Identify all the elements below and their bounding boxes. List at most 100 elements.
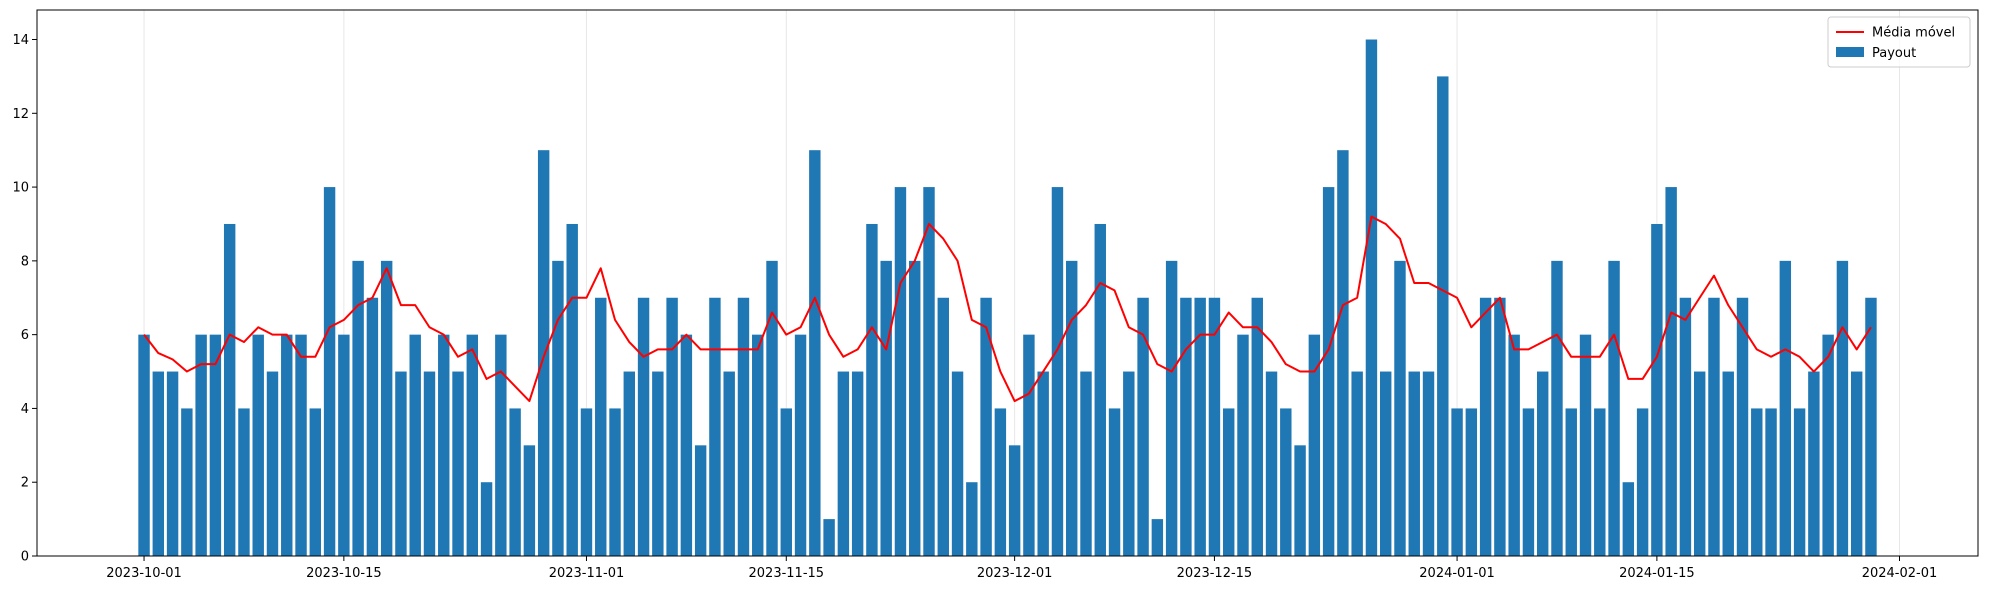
y-tick-label-3: 6 — [21, 328, 29, 343]
bar-65 — [1066, 260, 1078, 556]
bar-9 — [266, 371, 279, 556]
bar-88 — [1394, 260, 1406, 556]
bar-105 — [1636, 408, 1649, 556]
bar-70 — [1137, 297, 1149, 556]
bar-89 — [1408, 371, 1420, 556]
bar-102 — [1594, 408, 1606, 556]
legend-label-media-movel: Média móvel — [1872, 26, 1955, 41]
bar-20 — [423, 371, 436, 556]
bar-19 — [409, 334, 421, 556]
bar-53 — [894, 187, 907, 556]
bar-8 — [252, 334, 264, 556]
bar-114 — [1765, 408, 1777, 556]
bar-12 — [309, 408, 322, 556]
x-tick-label-4: 2023-12-01 — [977, 566, 1053, 581]
bar-95 — [1494, 297, 1506, 556]
bar-43 — [752, 334, 764, 556]
bar-16 — [366, 297, 379, 556]
bar-79 — [1265, 371, 1278, 556]
bar-14 — [338, 334, 350, 556]
y-tick-label-7: 14 — [12, 33, 29, 48]
moving-average-line — [143, 215, 1872, 403]
bar-120 — [1850, 371, 1863, 556]
bar-59 — [980, 297, 992, 556]
bar-75 — [1208, 297, 1221, 556]
bar-74 — [1194, 297, 1206, 556]
bar-37 — [666, 297, 678, 556]
bar-0 — [138, 334, 150, 556]
bar-56 — [937, 297, 949, 556]
bar-42 — [737, 297, 750, 556]
x-tick-label-2: 2023-11-01 — [549, 566, 625, 581]
bar-69 — [1123, 371, 1135, 556]
bar-45 — [780, 408, 792, 556]
bar-3 — [181, 408, 193, 556]
bar-66 — [1080, 371, 1092, 556]
bar-109 — [1693, 371, 1706, 556]
y-tick-label-2: 4 — [21, 402, 29, 417]
bar-68 — [1108, 408, 1121, 556]
bar-63 — [1037, 371, 1049, 556]
line-series-media-movel — [143, 215, 1872, 403]
bar-78 — [1251, 297, 1263, 556]
x-tick-label-1: 2023-10-15 — [306, 566, 382, 581]
legend-label-payout: Payout — [1872, 46, 1916, 61]
x-tick-label-0: 2023-10-01 — [106, 566, 182, 581]
bar-77 — [1237, 334, 1249, 556]
bar-52 — [880, 260, 892, 556]
legend-swatch-payout — [1836, 47, 1864, 57]
bar-22 — [452, 371, 464, 556]
bar-50 — [851, 371, 864, 556]
bar-111 — [1722, 371, 1734, 556]
bar-34 — [623, 371, 635, 556]
bar-35 — [637, 297, 650, 556]
bar-82 — [1308, 334, 1321, 556]
bar-64 — [1051, 187, 1064, 556]
bar-4 — [195, 334, 207, 556]
bar-116 — [1793, 408, 1806, 556]
bar-119 — [1836, 260, 1849, 556]
bar-41 — [723, 371, 735, 556]
bar-92 — [1451, 408, 1463, 556]
y-tick-label-4: 8 — [21, 254, 29, 269]
bar-17 — [380, 260, 393, 556]
bar-32 — [595, 297, 607, 556]
bar-62 — [1023, 334, 1035, 556]
bar-25 — [495, 334, 507, 556]
bar-7 — [238, 408, 250, 556]
bar-96 — [1508, 334, 1520, 556]
bar-48 — [823, 519, 835, 556]
bar-47 — [809, 150, 821, 556]
x-tick-label-3: 2023-11-15 — [749, 566, 825, 581]
bar-107 — [1665, 187, 1677, 556]
bar-36 — [652, 371, 664, 556]
legend: Média móvel Payout — [1827, 16, 1971, 68]
bar-28 — [537, 150, 550, 556]
bar-40 — [709, 297, 721, 556]
bar-21 — [438, 334, 450, 556]
bar-series-payout — [138, 39, 1877, 557]
bar-29 — [552, 260, 564, 556]
bar-76 — [1223, 408, 1235, 556]
bar-18 — [395, 371, 407, 556]
bar-108 — [1679, 297, 1692, 556]
bar-33 — [609, 408, 621, 556]
bar-30 — [566, 223, 578, 557]
bar-84 — [1337, 150, 1349, 556]
bar-11 — [295, 334, 307, 556]
bar-24 — [480, 482, 493, 556]
bar-101 — [1579, 334, 1592, 556]
bar-90 — [1422, 371, 1435, 556]
bar-81 — [1294, 445, 1306, 556]
bar-58 — [966, 482, 978, 556]
bar-87 — [1380, 371, 1392, 556]
bar-71 — [1151, 519, 1164, 556]
bar-80 — [1280, 408, 1292, 556]
bar-93 — [1465, 408, 1478, 556]
bar-5 — [209, 334, 222, 556]
bar-38 — [680, 334, 693, 556]
x-tick-label-6: 2024-01-01 — [1419, 566, 1495, 581]
bar-49 — [837, 371, 850, 556]
bar-67 — [1094, 223, 1106, 557]
bar-31 — [580, 408, 593, 556]
